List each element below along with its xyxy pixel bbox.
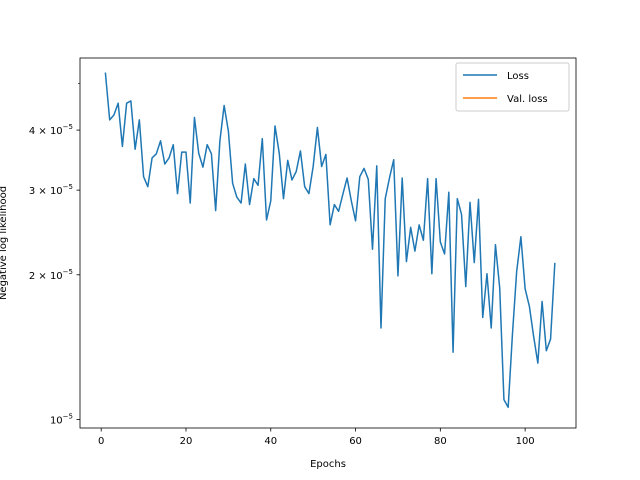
y-axis: 10−5 2 × 10−5 3 × 10−5 4 × 10−5 <box>29 83 80 426</box>
y-tick-label: 3 × 10−5 <box>29 183 73 197</box>
y-tick-label: 2 × 10−5 <box>29 268 73 282</box>
series-line-loss <box>104 72 556 409</box>
x-axis: 0 20 40 60 80 100 <box>98 428 535 447</box>
legend-label-loss: Loss <box>507 71 529 82</box>
legend-label-val-loss: Val. loss <box>507 94 548 105</box>
x-axis-label: Epochs <box>310 459 346 470</box>
series-layer <box>104 72 556 409</box>
y-axis-label: Negative log likelihood <box>0 186 9 300</box>
x-tick-label: 0 <box>98 436 104 447</box>
x-tick-label: 60 <box>349 436 362 447</box>
x-tick-label: 100 <box>516 436 535 447</box>
legend: Loss Val. loss <box>455 62 570 112</box>
axes-frame <box>79 57 577 429</box>
x-tick-label: 40 <box>264 436 277 447</box>
x-tick-label: 80 <box>434 436 447 447</box>
x-tick-label: 20 <box>180 436 193 447</box>
y-tick-label: 4 × 10−5 <box>29 123 73 137</box>
y-tick-label: 10−5 <box>50 412 73 426</box>
